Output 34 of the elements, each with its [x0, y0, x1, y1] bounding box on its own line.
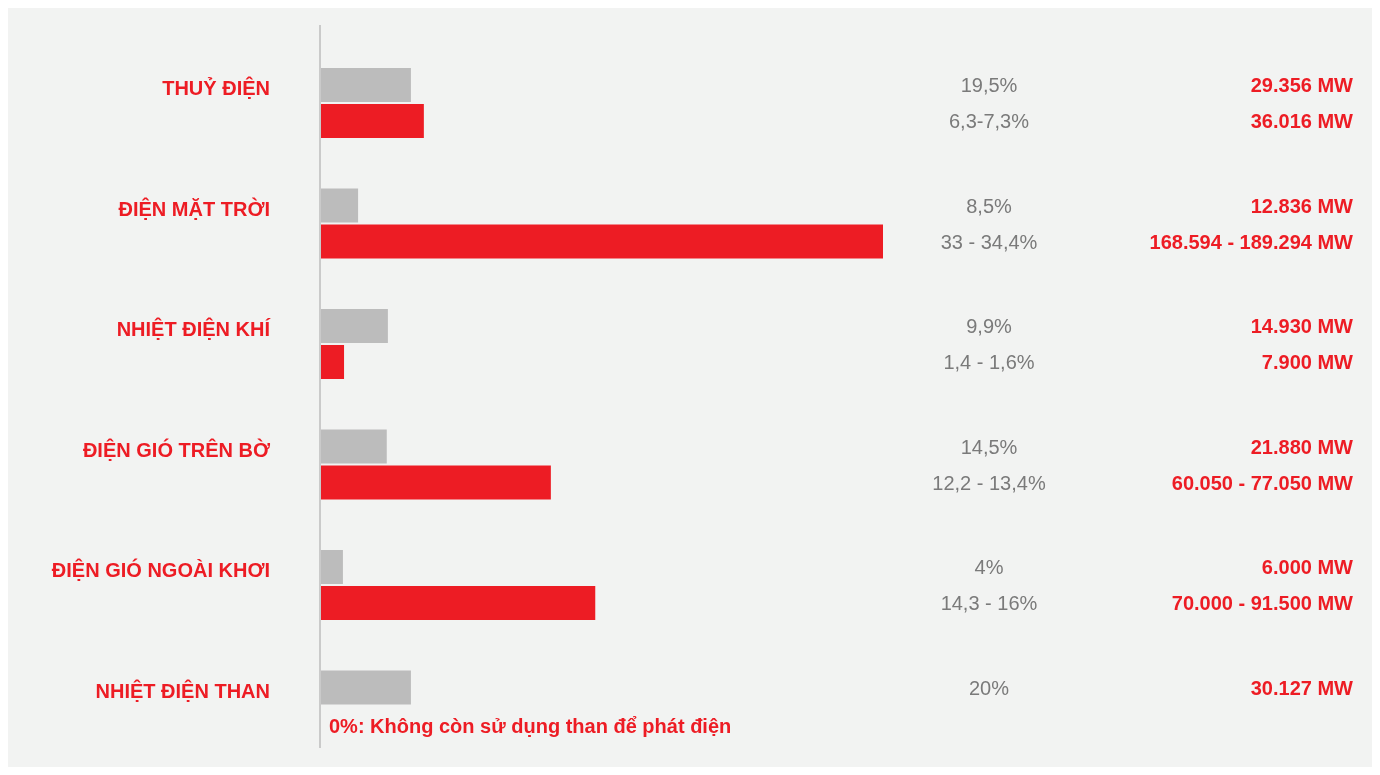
text: 70.000 - 91.500 MW [1171, 592, 1354, 614]
bar [321, 345, 345, 379]
y-tick-label: NHIỆT ĐIỆN THAN [95, 678, 270, 702]
text: 33 - 34,4% [940, 230, 1038, 253]
text: 1,4 - 1,6% [943, 351, 1035, 373]
text: 21.880 MW [1250, 435, 1354, 458]
text: 19,5% [960, 74, 1018, 96]
text: 8,5% [966, 194, 1013, 217]
y-tick-label: NHIỆT ĐIỆN KHÍ [116, 317, 271, 340]
text: 9,9% [966, 315, 1013, 337]
text: 14,5% [960, 435, 1018, 458]
bar [321, 465, 551, 500]
text: 30.127 MW [1250, 676, 1354, 699]
bar [321, 104, 424, 138]
bar [321, 586, 596, 620]
y-tick-label: THUỶ ĐIỆN [162, 76, 270, 99]
text: 14,3 - 16% [940, 592, 1038, 614]
text: 20% [968, 676, 1010, 699]
text: 60.050 - 77.050 MW [1171, 471, 1354, 494]
text: 14.930 MW [1250, 315, 1354, 337]
text: 6,3-7,3% [948, 110, 1030, 132]
text: 168.594 - 189.294 MW [1149, 230, 1354, 253]
text: 12,2 - 13,4% [932, 471, 1046, 494]
bar [321, 224, 883, 259]
y-tick-label: ĐIỆN GIÓ TRÊN BỜ [82, 437, 271, 461]
text: 7.900 MW [1261, 351, 1354, 373]
annotation: 0%: Không còn sử dụng than để phát điện [329, 714, 732, 737]
text: 12.836 MW [1250, 194, 1354, 217]
text: 6.000 MW [1261, 556, 1354, 578]
y-tick-label: ĐIỆN GIÓ NGOÀI KHƠI [51, 558, 270, 581]
text: 4% [974, 556, 1004, 578]
text: 29.356 MW [1250, 74, 1354, 96]
text: 36.016 MW [1250, 110, 1354, 132]
y-tick-label: ĐIỆN MẶT TRỜI [118, 196, 270, 220]
